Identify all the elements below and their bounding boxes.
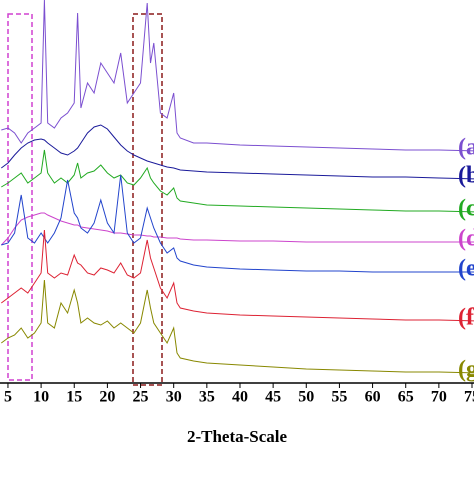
x-tick-label: 65 bbox=[398, 389, 414, 406]
x-tick-label: 75 bbox=[464, 389, 474, 406]
x-tick-label: 25 bbox=[133, 389, 149, 406]
series-label: (f) bbox=[458, 305, 474, 331]
series-label: (b) bbox=[458, 163, 474, 189]
series-line bbox=[1, 124, 474, 180]
series-label: (g) bbox=[458, 357, 474, 383]
x-tick-label: 50 bbox=[298, 389, 314, 406]
x-tick-label: 30 bbox=[166, 389, 182, 406]
x-tick-label: 55 bbox=[331, 389, 347, 406]
highlight-box bbox=[7, 13, 33, 381]
series-label: (d) bbox=[458, 226, 474, 252]
x-tick-label: 60 bbox=[365, 389, 381, 406]
x-tick-label: 35 bbox=[199, 389, 215, 406]
series-label: (a) bbox=[458, 135, 474, 161]
series-label: (c) bbox=[458, 196, 474, 222]
x-tick-label: 5 bbox=[4, 389, 12, 406]
x-tick-label: 15 bbox=[66, 389, 82, 406]
series-line bbox=[1, 149, 474, 213]
x-tick-label: 45 bbox=[265, 389, 281, 406]
x-tick-label: 40 bbox=[232, 389, 248, 406]
x-axis-title: 2-Theta-Scale bbox=[187, 427, 288, 446]
series-line bbox=[1, 0, 474, 152]
series-line bbox=[1, 174, 474, 273]
series-line bbox=[1, 279, 474, 374]
series-line bbox=[1, 229, 474, 322]
x-tick-label: 70 bbox=[431, 389, 447, 406]
series-label: (e) bbox=[458, 256, 474, 282]
x-tick-label: 10 bbox=[33, 389, 49, 406]
series-line bbox=[0, 212, 474, 246]
x-tick-label: 20 bbox=[99, 389, 115, 406]
